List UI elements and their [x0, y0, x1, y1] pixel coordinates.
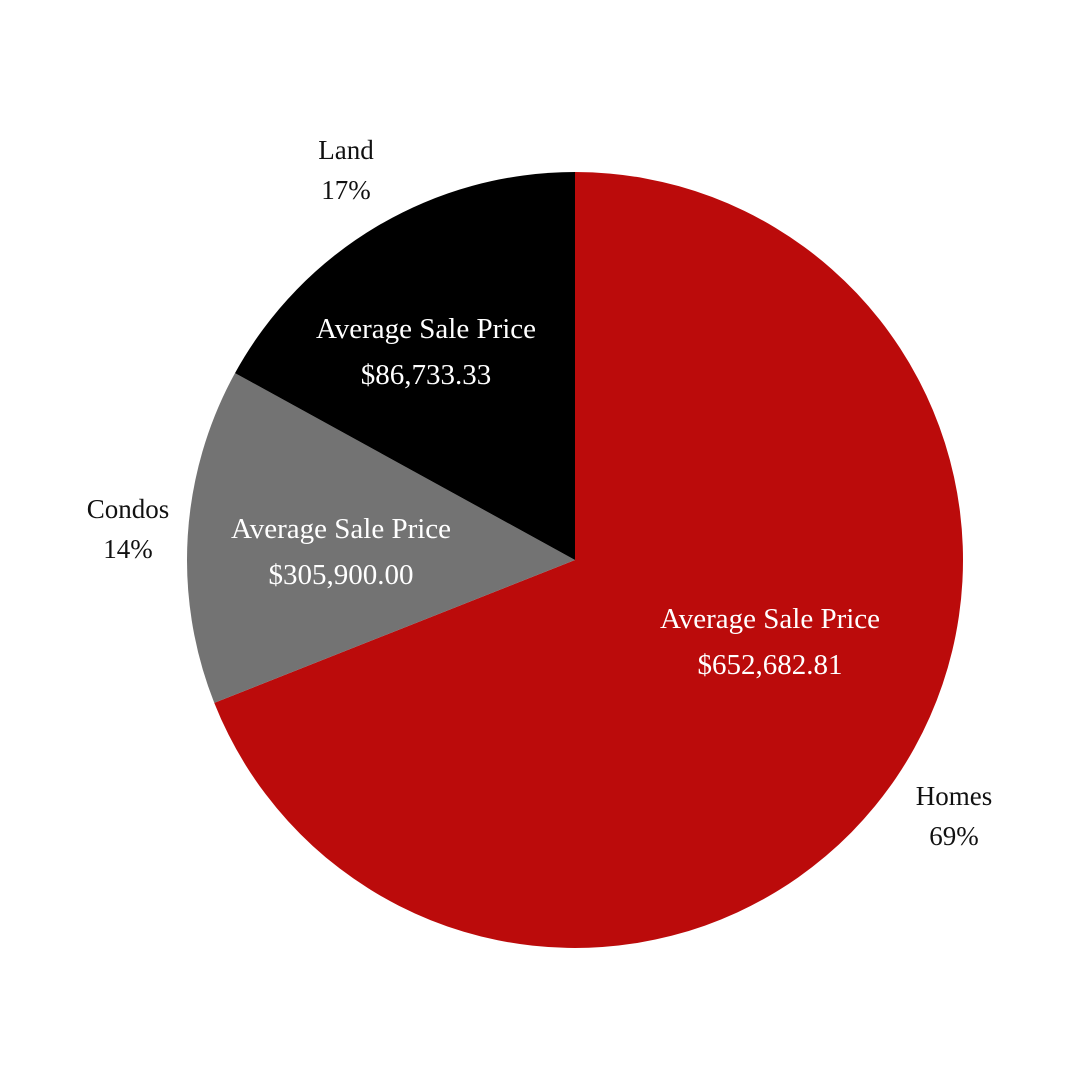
homes-outer-label: Homes 69%	[874, 776, 1034, 856]
homes-name: Homes	[915, 781, 993, 811]
condos-avg-value: $305,900.00	[268, 559, 414, 591]
homes-percent: 69%	[929, 821, 979, 851]
homes-inner-label: Average Sale Price $652,682.81	[610, 596, 930, 688]
land-avg-value: $86,733.33	[360, 359, 492, 391]
land-name: Land	[318, 135, 374, 165]
condos-inner-label: Average Sale Price $305,900.00	[181, 506, 501, 598]
pie-slice-homes	[214, 172, 964, 948]
land-percent: 17%	[321, 175, 371, 205]
pie-slice-condos	[187, 373, 575, 703]
land-inner-label: Average Sale Price $86,733.33	[266, 306, 586, 398]
condos-name: Condos	[86, 494, 170, 524]
condos-outer-label: Condos 14%	[48, 489, 208, 569]
homes-avg-value: $652,682.81	[697, 649, 843, 681]
homes-avg-title: Average Sale Price	[659, 603, 881, 635]
condos-percent: 14%	[103, 534, 153, 564]
land-avg-title: Average Sale Price	[315, 313, 537, 345]
land-outer-label: Land 17%	[266, 130, 426, 210]
condos-avg-title: Average Sale Price	[230, 513, 452, 545]
pie-slice-land	[234, 172, 576, 560]
